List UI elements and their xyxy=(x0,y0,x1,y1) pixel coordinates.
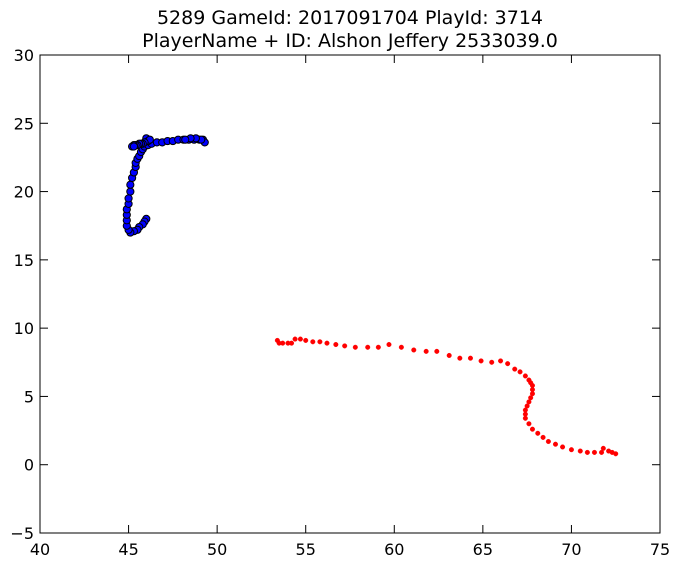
y-axis: −5 0 5 10 15 20 25 30 xyxy=(10,46,660,543)
data-point xyxy=(446,352,452,358)
data-point xyxy=(375,344,381,350)
data-point xyxy=(411,347,417,353)
y-tick-label: 5 xyxy=(24,387,34,406)
data-point xyxy=(317,339,323,345)
data-point xyxy=(600,445,606,451)
data-point xyxy=(289,340,295,346)
data-point xyxy=(498,358,504,364)
data-point xyxy=(599,449,605,455)
x-tick-label: 40 xyxy=(30,540,50,559)
data-point xyxy=(505,361,511,367)
data-point xyxy=(535,430,541,436)
data-point xyxy=(297,336,303,342)
data-point xyxy=(522,373,528,379)
data-point xyxy=(517,369,523,375)
data-point xyxy=(526,421,532,427)
y-tick-label: 20 xyxy=(14,183,34,202)
x-tick-label: 45 xyxy=(118,540,138,559)
data-point xyxy=(434,348,440,354)
x-tick-label: 55 xyxy=(296,540,316,559)
data-point xyxy=(423,348,429,354)
data-point xyxy=(529,426,535,432)
data-point xyxy=(310,339,316,345)
data-point xyxy=(577,448,583,454)
data-point xyxy=(352,344,358,350)
series-2-points xyxy=(274,336,619,457)
data-point xyxy=(545,438,551,444)
plot-area xyxy=(39,54,661,534)
data-point xyxy=(303,337,309,343)
x-tick-label: 65 xyxy=(473,540,493,559)
x-tick-label: 75 xyxy=(650,540,670,559)
data-point xyxy=(489,359,495,365)
data-point xyxy=(457,355,463,361)
data-point xyxy=(126,180,135,189)
y-tick-label: 15 xyxy=(14,251,34,270)
data-point xyxy=(292,336,298,342)
data-point xyxy=(324,340,330,346)
data-point xyxy=(124,194,133,203)
data-point xyxy=(560,444,566,450)
data-point xyxy=(613,451,619,457)
data-point xyxy=(528,395,534,401)
y-tick-label: 25 xyxy=(14,114,34,133)
data-point xyxy=(333,342,339,348)
y-tick-label: 10 xyxy=(14,319,34,338)
data-points xyxy=(122,134,619,457)
chart-title-line-1: 5289 GameId: 2017091704 PlayId: 3714 xyxy=(157,7,543,29)
series-1-points xyxy=(122,134,209,237)
y-tick-label: 30 xyxy=(14,46,34,65)
data-point xyxy=(552,441,558,447)
data-point xyxy=(181,135,190,144)
data-point xyxy=(126,187,135,196)
data-point xyxy=(365,344,371,350)
data-point xyxy=(591,449,597,455)
y-tick-label: −5 xyxy=(10,524,34,543)
x-axis: 40 45 50 55 60 65 70 75 xyxy=(30,55,670,559)
x-tick-label: 50 xyxy=(207,540,227,559)
x-tick-label: 60 xyxy=(384,540,404,559)
y-tick-label: 0 xyxy=(24,456,34,475)
data-point xyxy=(398,344,404,350)
data-point xyxy=(522,415,528,421)
data-point xyxy=(342,343,348,349)
data-point xyxy=(467,355,473,361)
data-point xyxy=(540,434,546,440)
data-point xyxy=(478,358,484,364)
chart-title-line-2: PlayerName + ID: Alshon Jeffery 2533039.… xyxy=(142,30,558,52)
data-point xyxy=(512,366,518,372)
data-point xyxy=(529,391,535,397)
data-point xyxy=(386,342,392,348)
x-tick-label: 70 xyxy=(561,540,581,559)
data-point xyxy=(526,399,532,405)
data-point xyxy=(584,449,590,455)
data-point xyxy=(280,340,286,346)
data-point xyxy=(129,142,138,151)
data-point xyxy=(568,447,574,453)
data-point xyxy=(524,403,530,409)
